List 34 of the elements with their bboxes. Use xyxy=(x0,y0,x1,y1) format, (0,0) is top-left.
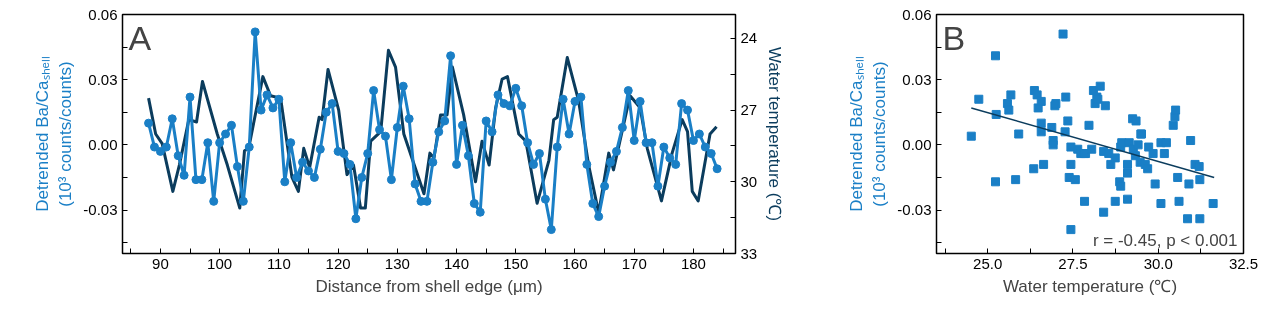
y-tick-label: 0.03 xyxy=(88,70,118,88)
x-tick-label: 110 xyxy=(266,254,291,272)
x-axis-title: Water temperature (℃) xyxy=(1002,276,1178,296)
x-tick-label: 90 xyxy=(152,254,169,272)
y-tick-label: 0.00 xyxy=(88,135,118,153)
x-axis-title: Distance from shell edge (μm) xyxy=(315,276,543,296)
x-tick-label: 27.5 xyxy=(1058,254,1088,272)
y-tick-label: 0.03 xyxy=(902,70,932,88)
annotation: B xyxy=(942,18,966,57)
y-tick-label: 0.06 xyxy=(902,5,932,23)
y2-tick-label: 27 xyxy=(740,101,758,119)
x-tick-label: 100 xyxy=(207,254,233,272)
x-tick-label: 150 xyxy=(503,254,529,272)
x-tick-label: 32.5 xyxy=(1228,254,1259,272)
annotation: A xyxy=(128,18,152,57)
y-axis-title: Detrended Ba/Caₛₕₑₗₗ (10³ counts/counts) xyxy=(847,56,890,212)
y2-axis-title: Water temperature (℃) xyxy=(765,46,785,222)
x-tick-label: 30.0 xyxy=(1143,254,1173,272)
y2-tick-label: 30 xyxy=(740,172,758,190)
y2-tick-label: 24 xyxy=(740,29,758,47)
y2-tick-label: 33 xyxy=(740,244,758,262)
x-tick-label: 25.0 xyxy=(973,254,1003,272)
y-axis-title: Detrended Ba/Caₛₕₑₗₗ (10³ counts/counts) xyxy=(33,56,76,212)
y-tick-label: 0.06 xyxy=(88,5,118,23)
x-tick-label: 170 xyxy=(621,254,647,272)
y-tick-label: -0.03 xyxy=(83,201,118,219)
annotation: r = -0.45, p < 0.001 xyxy=(1092,230,1238,250)
y-tick-label: 0.00 xyxy=(902,135,932,153)
y-tick-label: -0.03 xyxy=(897,201,932,219)
x-tick-label: 180 xyxy=(680,254,706,272)
x-tick-label: 120 xyxy=(325,254,351,272)
x-tick-label: 160 xyxy=(562,254,588,272)
x-tick-label: 140 xyxy=(444,254,470,272)
x-tick-label: 130 xyxy=(384,254,410,272)
